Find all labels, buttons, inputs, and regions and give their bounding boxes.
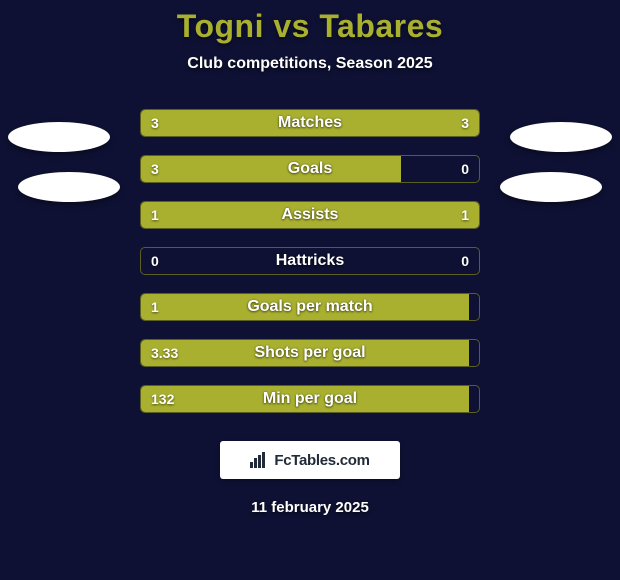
stat-value-right: 0	[461, 248, 469, 274]
stat-value-left: 0	[151, 248, 159, 274]
stat-bar-left	[141, 386, 469, 412]
stat-bar-track: Min per goal132	[140, 385, 480, 413]
stat-bar-track: Hattricks0 0	[140, 247, 480, 275]
stat-bar-left	[141, 340, 469, 366]
stat-row: Min per goal132	[0, 385, 620, 413]
comparison-infographic: Togni vs Tabares Club competitions, Seas…	[0, 0, 620, 580]
footer-date: 11 february 2025	[251, 499, 369, 516]
stat-row: Hattricks0 0	[0, 247, 620, 275]
stat-bar-left	[141, 202, 310, 228]
stat-value-left: 3.33	[151, 340, 178, 366]
chart-bars-icon	[250, 452, 268, 468]
stat-bar-left	[141, 110, 310, 136]
stat-value-left: 3	[151, 156, 159, 182]
stat-row: Assists11	[0, 201, 620, 229]
stat-bar-track: Assists11	[140, 201, 480, 229]
stat-row: Shots per goal3.33	[0, 339, 620, 367]
stat-bar-track: Matches33	[140, 109, 480, 137]
stat-value-right: 0	[461, 156, 469, 182]
source-badge-label: FcTables.com	[274, 452, 369, 469]
stat-value-right: 1	[461, 202, 469, 228]
stat-bar-right	[310, 110, 479, 136]
stat-bar-right	[310, 202, 479, 228]
player-placeholder-right	[510, 122, 612, 152]
stat-value-right: 3	[461, 110, 469, 136]
page-title: Togni vs Tabares	[177, 8, 443, 45]
stat-bar-left	[141, 294, 469, 320]
stat-bar-track: Shots per goal3.33	[140, 339, 480, 367]
stat-value-left: 3	[151, 110, 159, 136]
page-subtitle: Club competitions, Season 2025	[187, 55, 432, 73]
player-placeholder-left	[8, 122, 110, 152]
source-badge[interactable]: FcTables.com	[220, 441, 400, 479]
player-placeholder-left	[18, 172, 120, 202]
stat-label: Hattricks	[141, 248, 479, 274]
stat-bar-track: Goals30	[140, 155, 480, 183]
player-placeholder-right	[500, 172, 602, 202]
stat-value-left: 1	[151, 202, 159, 228]
stat-value-left: 1	[151, 294, 159, 320]
stat-bar-track: Goals per match1	[140, 293, 480, 321]
stat-value-left: 132	[151, 386, 174, 412]
stat-row: Goals per match1	[0, 293, 620, 321]
stat-bar-left	[141, 156, 401, 182]
stat-rows: Matches33Goals30Assists11Hattricks00Goal…	[0, 109, 620, 413]
